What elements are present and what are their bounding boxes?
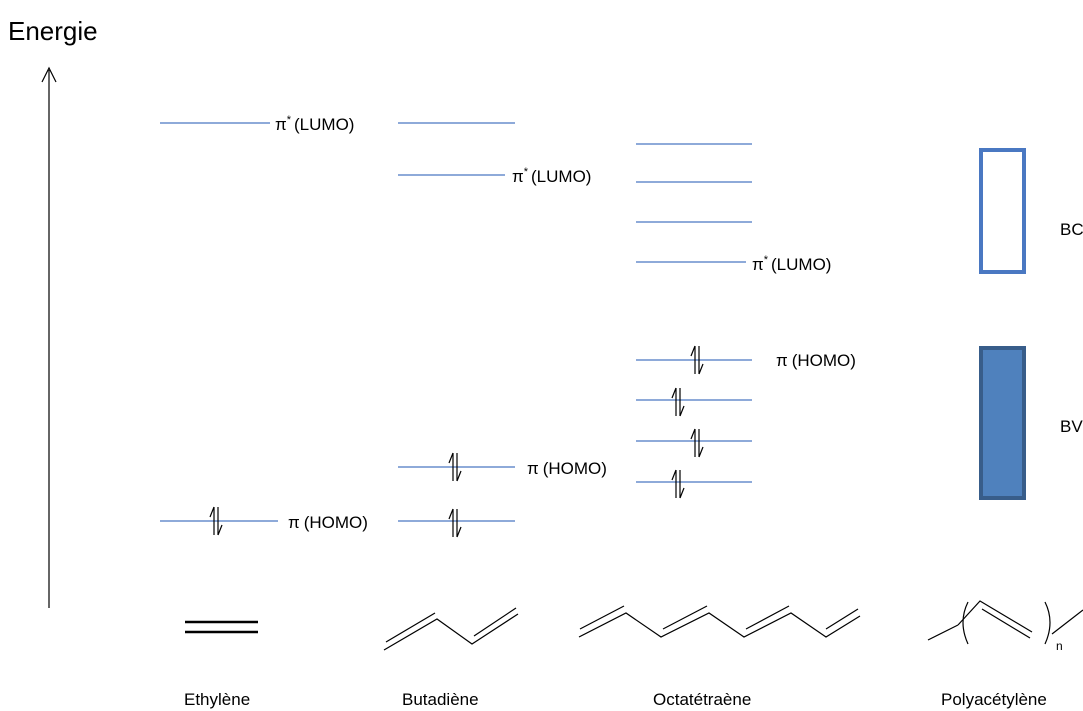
conduction-band [979,148,1026,274]
butadiene-level-1-electrons [448,508,462,538]
energy-axis-arrowhead [41,66,57,83]
octatetraene-level-1-electrons [671,469,685,499]
octatetraene-level-2-electrons [690,428,704,458]
polymer-subscript: n [1056,639,1063,653]
polyacetylene-structure [927,600,1083,645]
butadiene-lumo-label: π* (LUMO) [512,166,591,186]
polyacetylene-label: Polyacétylène [941,690,1047,709]
octatetraene-lumo-label: π* (LUMO) [752,254,831,274]
octatetraene-label: Octatétraène [653,690,751,709]
octatetraene-structure [578,605,861,638]
butadiene-homo-label: π (HOMO) [527,459,607,478]
valence-band [979,346,1026,500]
ethylene-label: Ethylène [184,690,250,709]
ethylene-structure [185,620,258,634]
valence-band-label: BV [1060,417,1083,436]
ethylene-homo-label: π (HOMO) [288,513,368,532]
octatetraene-level-3-electrons [671,387,685,417]
octatetraene-homo-label: π (HOMO) [776,351,856,370]
butadiene-label: Butadiène [402,690,479,709]
axis-title: Energie [8,16,98,46]
ethylene-lumo-label: π* (LUMO) [275,114,354,134]
conduction-band-label: BC [1060,220,1083,239]
butadiene-structure [383,607,519,651]
